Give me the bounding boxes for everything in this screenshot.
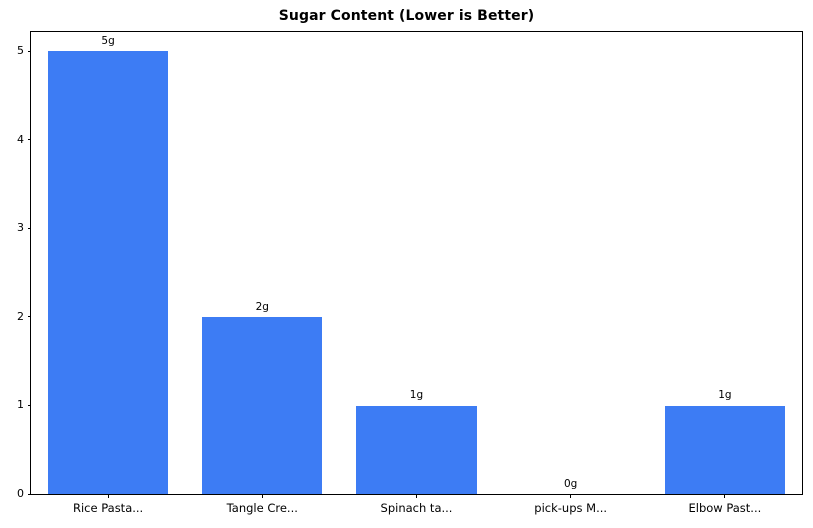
x-tick-label: Rice Pasta... xyxy=(72,501,144,515)
x-tick-label: Elbow Past... xyxy=(688,501,762,515)
y-tick-mark xyxy=(27,316,31,318)
y-tick-mark xyxy=(27,227,31,229)
x-tick-label: Tangle Cre... xyxy=(226,501,298,515)
x-tick-mark xyxy=(416,494,417,498)
y-tick-label: 4 xyxy=(17,132,24,146)
y-tick-label: 5 xyxy=(17,44,24,58)
bar-value-label: 1g xyxy=(718,389,732,402)
bar[interactable] xyxy=(202,317,323,494)
x-tick-mark xyxy=(107,494,109,498)
y-tick-mark xyxy=(27,493,31,495)
bar[interactable] xyxy=(47,51,169,494)
bar-value-label: 2g xyxy=(255,300,269,313)
x-tick-mark xyxy=(261,494,263,498)
x-tick-label: Spinach ta... xyxy=(380,501,453,515)
y-tick-mark xyxy=(27,139,31,141)
bar-value-label: 0g xyxy=(564,478,578,490)
chart-title: Sugar Content (Lower is Better) xyxy=(278,8,535,24)
x-tick-mark xyxy=(724,494,726,498)
y-tick-mark xyxy=(27,50,31,52)
x-tick-label: pick-ups M... xyxy=(534,501,608,515)
bar[interactable] xyxy=(356,405,477,494)
y-tick-mark xyxy=(27,404,31,406)
bar-value-label: 1g xyxy=(409,389,424,402)
y-tick-label: 2 xyxy=(17,309,24,323)
bar-value-label: 5g xyxy=(101,35,115,48)
y-tick-label: 0 xyxy=(17,487,24,500)
x-tick-mark xyxy=(570,494,572,498)
bar[interactable] xyxy=(664,405,786,494)
y-tick-label: 1 xyxy=(17,398,24,412)
plot-area: 0 1 2 3 4 5 Rice Pasta... Tangle Cre... Spinach… xyxy=(17,31,803,515)
y-tick-label: 3 xyxy=(17,221,24,235)
